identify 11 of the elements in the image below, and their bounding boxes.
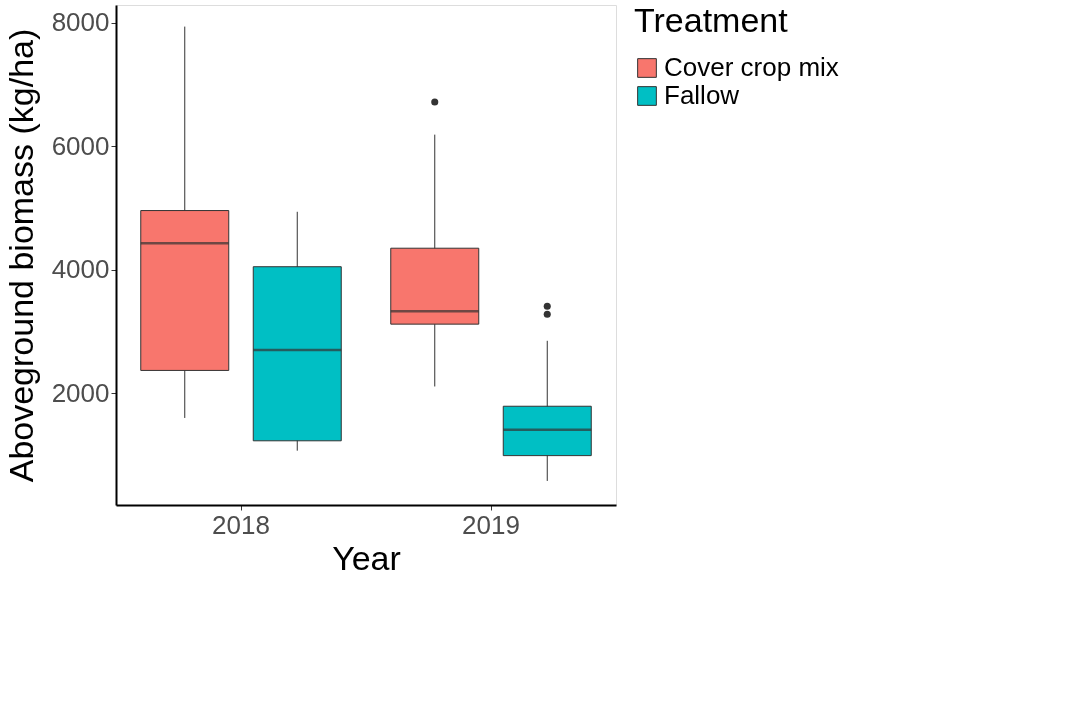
x-tick-label: 2019 (462, 509, 520, 540)
legend-label: Cover crop mix (664, 52, 839, 82)
y-tick-label: 2000 (51, 377, 110, 408)
y-tick-label: 6000 (51, 130, 110, 161)
x-axis-title: Year (332, 538, 401, 577)
x-tick-label: 2018 (212, 509, 270, 540)
y-axis-title: Aboveground biomass (kg/ha) (1, 28, 40, 483)
y-tick-label: 4000 (51, 254, 110, 285)
legend-label: Fallow (664, 80, 740, 110)
legend-title: Treatment (634, 1, 789, 39)
y-tick-label: 8000 (51, 7, 110, 38)
